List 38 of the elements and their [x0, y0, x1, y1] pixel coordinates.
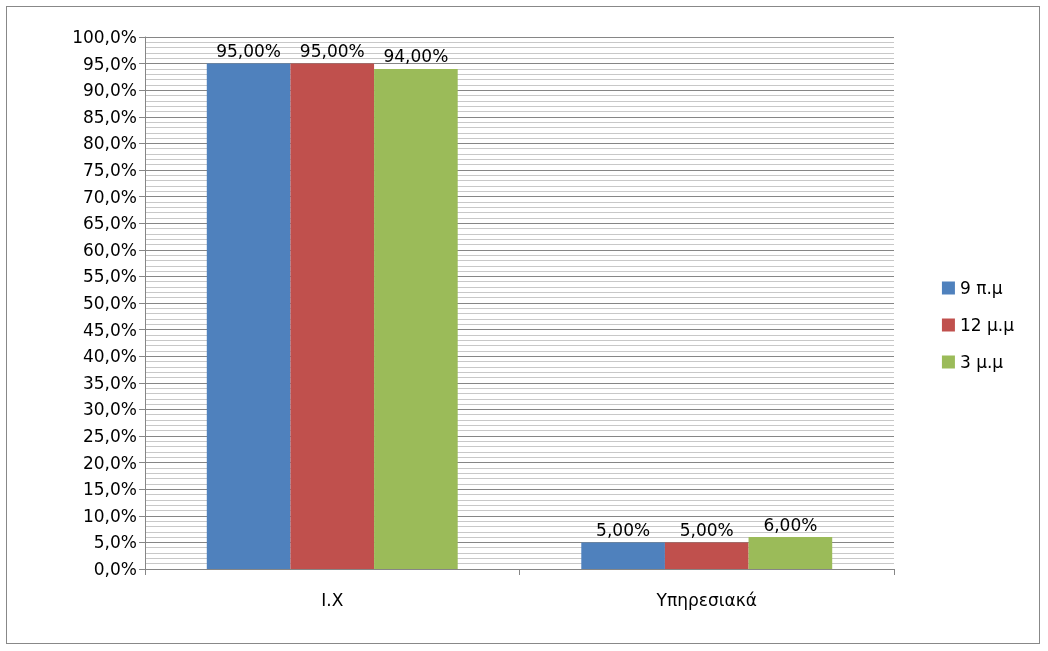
y-tick-label: 45,0%: [82, 319, 137, 340]
bar: [206, 63, 291, 569]
bar: [581, 542, 665, 569]
y-tick-label: 35,0%: [82, 372, 137, 393]
y-tick-label: 20,0%: [82, 452, 137, 473]
bar: [290, 63, 375, 569]
data-label: 6,00%: [763, 514, 818, 535]
y-tick-label: 40,0%: [82, 346, 137, 367]
y-tick-label: 5,0%: [93, 532, 137, 553]
data-label: 95,00%: [299, 41, 365, 62]
y-tick-label: 100,0%: [72, 27, 137, 47]
y-tick-label: 10,0%: [82, 505, 137, 526]
x-tick-label: I.X: [321, 589, 344, 610]
y-tick-label: 70,0%: [82, 186, 137, 207]
y-tick-label: 50,0%: [82, 293, 137, 313]
data-label: 5,00%: [679, 519, 734, 540]
y-tick-label: 80,0%: [82, 133, 137, 154]
x-tick-label: Υπηρεσιακά: [655, 589, 757, 610]
data-label: 5,00%: [596, 519, 651, 540]
y-tick-label: 90,0%: [82, 80, 137, 101]
legend-label: 3 μ.μ: [959, 352, 1004, 372]
y-tick-label: 0,0%: [93, 559, 137, 579]
y-tick-label: 65,0%: [82, 213, 137, 234]
y-tick-label: 60,0%: [82, 239, 137, 260]
y-tick-label: 95,0%: [82, 53, 137, 74]
data-label: 95,00%: [216, 41, 282, 62]
y-tick-label: 85,0%: [82, 106, 137, 127]
y-tick-label: 25,0%: [82, 426, 137, 446]
legend-label: 9 π.μ: [959, 278, 1003, 298]
bar: [664, 542, 749, 569]
y-tick-label: 75,0%: [82, 160, 137, 180]
y-tick-label: 15,0%: [82, 479, 137, 500]
bar: [748, 537, 833, 569]
legend-label: 12 μ.μ: [959, 315, 1015, 335]
data-label: 94,00%: [383, 46, 449, 67]
y-tick-label: 30,0%: [82, 399, 137, 420]
bar: [374, 68, 458, 569]
y-tick-label: 55,0%: [82, 266, 137, 287]
